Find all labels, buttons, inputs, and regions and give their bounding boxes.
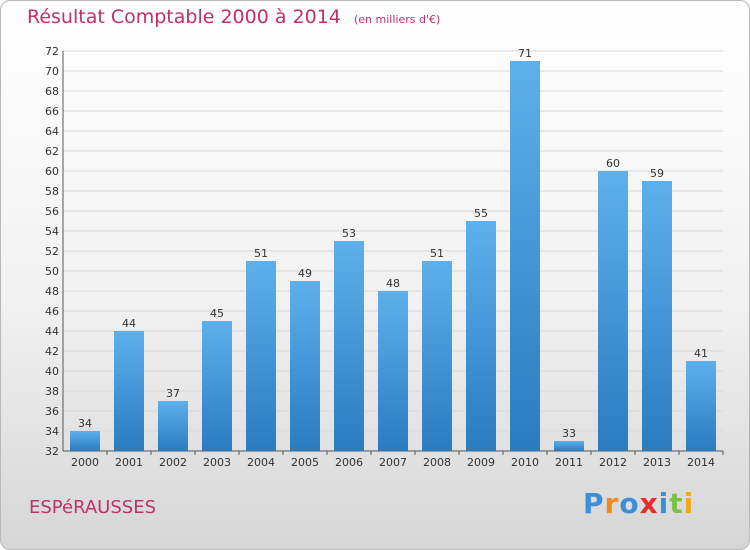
- x-tick-label: 2001: [115, 456, 143, 469]
- bar-2002[interactable]: [158, 401, 188, 451]
- value-label-2006: 53: [342, 227, 356, 240]
- y-tick-label: 62: [45, 145, 59, 158]
- chart-title: Résultat Comptable 2000 à 2014 (en milli…: [27, 6, 440, 28]
- y-tick-label: 54: [45, 225, 59, 238]
- y-tick-label: 46: [45, 305, 59, 318]
- logo-letter: t: [669, 487, 684, 520]
- value-label-2002: 37: [166, 387, 180, 400]
- bar-2008[interactable]: [422, 261, 452, 451]
- bar-2000[interactable]: [70, 431, 100, 451]
- x-tick-label: 2010: [511, 456, 539, 469]
- value-label-2000: 34: [78, 417, 92, 430]
- value-label-2003: 45: [210, 307, 224, 320]
- logo-letter: x: [639, 487, 659, 520]
- value-label-2001: 44: [122, 317, 136, 330]
- x-tick-label: 2014: [687, 456, 715, 469]
- chart-subtitle: (en milliers d'€): [353, 13, 441, 26]
- bar-2004[interactable]: [246, 261, 276, 451]
- y-tick-label: 60: [45, 165, 59, 178]
- bar-2011[interactable]: [554, 441, 584, 451]
- value-label-2010: 71: [518, 47, 532, 60]
- value-label-2005: 49: [298, 267, 312, 280]
- logo-letter: o: [619, 487, 640, 520]
- y-tick-label: 70: [45, 65, 59, 78]
- y-tick-label: 38: [45, 385, 59, 398]
- y-tick-label: 72: [45, 45, 59, 58]
- y-tick-label: 52: [45, 245, 59, 258]
- x-tick-label: 2003: [203, 456, 231, 469]
- y-tick-label: 68: [45, 85, 59, 98]
- bar-2013[interactable]: [642, 181, 672, 451]
- x-tick-label: 2011: [555, 456, 583, 469]
- x-tick-label: 2005: [291, 456, 319, 469]
- y-tick-label: 42: [45, 345, 59, 358]
- y-tick-label: 58: [45, 185, 59, 198]
- value-label-2009: 55: [474, 207, 488, 220]
- y-tick-label: 32: [45, 445, 59, 458]
- y-tick-label: 64: [45, 125, 59, 138]
- bar-2003[interactable]: [202, 321, 232, 451]
- value-label-2014: 41: [694, 347, 708, 360]
- bar-2005[interactable]: [290, 281, 320, 451]
- x-tick-label: 2006: [335, 456, 363, 469]
- bar-2010[interactable]: [510, 61, 540, 451]
- value-label-2008: 51: [430, 247, 444, 260]
- y-tick-label: 40: [45, 365, 59, 378]
- commune-name: ESPéRAUSSES: [29, 497, 157, 518]
- y-tick-label: 34: [45, 425, 59, 438]
- x-tick-label: 2009: [467, 456, 495, 469]
- bar-2014[interactable]: [686, 361, 716, 451]
- x-tick-label: 2007: [379, 456, 407, 469]
- value-label-2013: 59: [650, 167, 664, 180]
- y-tick-label: 36: [45, 405, 59, 418]
- y-tick-label: 44: [45, 325, 59, 338]
- logo-letter: r: [604, 487, 620, 520]
- logo-letter: P: [583, 487, 605, 520]
- logo-letter: i: [683, 487, 695, 520]
- value-label-2012: 60: [606, 157, 620, 170]
- y-tick-label: 66: [45, 105, 59, 118]
- y-tick-label: 48: [45, 285, 59, 298]
- value-label-2004: 51: [254, 247, 268, 260]
- x-tick-label: 2002: [159, 456, 187, 469]
- value-label-2007: 48: [386, 277, 400, 290]
- x-tick-label: 2012: [599, 456, 627, 469]
- proxiti-logo[interactable]: Proxiti: [583, 487, 694, 520]
- value-label-2011: 33: [562, 427, 576, 440]
- logo-letter: i: [658, 487, 670, 520]
- x-tick-label: 2000: [71, 456, 99, 469]
- bar-2009[interactable]: [466, 221, 496, 451]
- bar-2012[interactable]: [598, 171, 628, 451]
- chart-title-text: Résultat Comptable 2000 à 2014: [27, 6, 341, 28]
- y-tick-label: 56: [45, 205, 59, 218]
- x-tick-label: 2008: [423, 456, 451, 469]
- x-tick-label: 2004: [247, 456, 275, 469]
- bar-2007[interactable]: [378, 291, 408, 451]
- y-tick-label: 50: [45, 265, 59, 278]
- bar-2001[interactable]: [114, 331, 144, 451]
- x-tick-label: 2013: [643, 456, 671, 469]
- bar-2006[interactable]: [334, 241, 364, 451]
